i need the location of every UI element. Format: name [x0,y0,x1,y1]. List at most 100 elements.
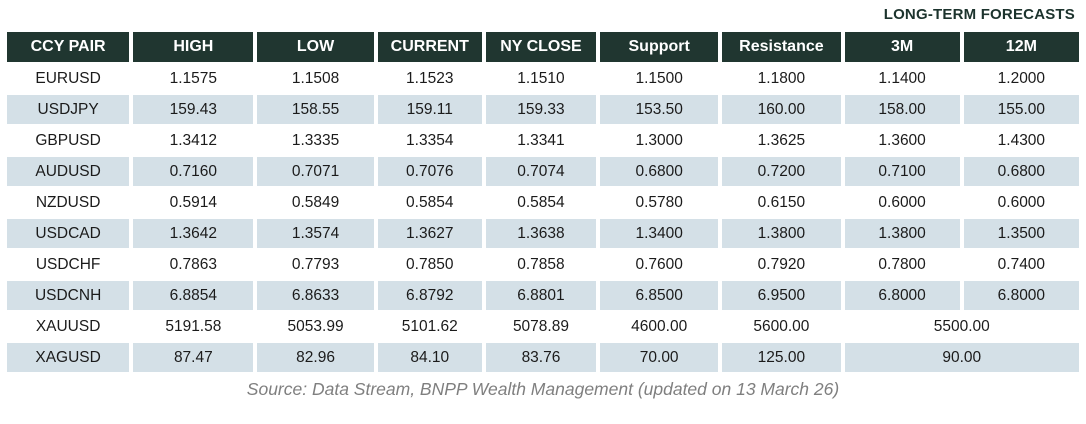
current-cell: 1.3354 [377,126,482,155]
high-cell: 6.8854 [133,281,254,310]
col-header-high: HIGH [133,32,254,62]
high-cell: 159.43 [133,95,254,124]
col-header-current: CURRENT [377,32,482,62]
pair-cell: XAUUSD [7,312,130,341]
resistance-cell: 5600.00 [722,312,841,341]
table-row: GBPUSD 1.3412 1.3335 1.3354 1.3341 1.3000 1.36… [7,126,1079,155]
support-cell: 70.00 [600,343,719,372]
low-cell: 0.5849 [257,188,374,217]
ny-close-cell: 159.33 [485,95,597,124]
low-cell: 0.7071 [257,157,374,186]
high-cell: 0.5914 [133,188,254,217]
ny-close-cell: 0.5854 [485,188,597,217]
forecast-12m-cell: 155.00 [963,95,1079,124]
ny-close-cell: 1.3638 [485,219,597,248]
table-row: USDCAD 1.3642 1.3574 1.3627 1.3638 1.3400 1.38… [7,219,1079,248]
pair-cell: EURUSD [7,64,130,93]
forecast-merged-cell: 5500.00 [844,312,1079,341]
forecast-12m-cell: 0.6000 [963,188,1079,217]
resistance-cell: 0.7200 [722,157,841,186]
resistance-cell: 160.00 [722,95,841,124]
low-cell: 1.3574 [257,219,374,248]
current-cell: 0.7076 [377,157,482,186]
table-row: USDCHF 0.7863 0.7793 0.7850 0.7858 0.7600 0.79… [7,250,1079,279]
current-cell: 1.1523 [377,64,482,93]
col-header-ny-close: NY CLOSE [485,32,597,62]
forecast-12m-cell: 0.7400 [963,250,1079,279]
support-cell: 6.8500 [600,281,719,310]
col-header-ccy-pair: CCY PAIR [7,32,130,62]
pair-cell: USDCAD [7,219,130,248]
pair-cell: USDCNH [7,281,130,310]
forecast-merged-cell: 90.00 [844,343,1079,372]
support-cell: 1.3000 [600,126,719,155]
ny-close-cell: 0.7074 [485,157,597,186]
low-cell: 158.55 [257,95,374,124]
forecast-3m-cell: 0.7100 [844,157,960,186]
high-cell: 1.3642 [133,219,254,248]
resistance-cell: 125.00 [722,343,841,372]
header-row: CCY PAIR HIGH LOW CURRENT NY CLOSE Suppo… [7,32,1079,62]
current-cell: 84.10 [377,343,482,372]
forecast-3m-cell: 1.3600 [844,126,960,155]
low-cell: 6.8633 [257,281,374,310]
current-cell: 6.8792 [377,281,482,310]
ny-close-cell: 5078.89 [485,312,597,341]
fx-table-body: EURUSD 1.1575 1.1508 1.1523 1.1510 1.1500 1.18… [7,64,1079,372]
low-cell: 1.1508 [257,64,374,93]
pair-cell: GBPUSD [7,126,130,155]
resistance-cell: 1.3625 [722,126,841,155]
support-cell: 0.7600 [600,250,719,279]
support-cell: 153.50 [600,95,719,124]
forecast-3m-cell: 0.6000 [844,188,960,217]
support-cell: 1.1500 [600,64,719,93]
forecast-12m-cell: 1.4300 [963,126,1079,155]
table-row: NZDUSD 0.5914 0.5849 0.5854 0.5854 0.5780 0.61… [7,188,1079,217]
long-term-forecasts-label: LONG-TERM FORECASTS [883,6,1075,23]
high-cell: 0.7160 [133,157,254,186]
forecast-12m-cell: 6.8000 [963,281,1079,310]
pair-cell: USDJPY [7,95,130,124]
resistance-cell: 1.1800 [722,64,841,93]
resistance-cell: 6.9500 [722,281,841,310]
low-cell: 1.3335 [257,126,374,155]
pair-cell: AUDUSD [7,157,130,186]
col-header-3m: 3M [844,32,960,62]
table-row: XAUUSD 5191.58 5053.99 5101.62 5078.89 4600.0… [7,312,1079,341]
ny-close-cell: 0.7858 [485,250,597,279]
col-header-resistance: Resistance [722,32,841,62]
col-header-low: LOW [257,32,374,62]
support-cell: 4600.00 [600,312,719,341]
high-cell: 1.3412 [133,126,254,155]
forecast-3m-cell: 1.1400 [844,64,960,93]
pair-cell: XAGUSD [7,343,130,372]
table-row: USDJPY 159.43 158.55 159.11 159.33 153.50 160.… [7,95,1079,124]
forecast-3m-cell: 6.8000 [844,281,960,310]
low-cell: 5053.99 [257,312,374,341]
forecast-3m-cell: 158.00 [844,95,960,124]
forecast-3m-cell: 1.3800 [844,219,960,248]
col-header-support: Support [600,32,719,62]
forecast-12m-cell: 0.6800 [963,157,1079,186]
ny-close-cell: 1.3341 [485,126,597,155]
table-row: EURUSD 1.1575 1.1508 1.1523 1.1510 1.1500 1.18… [7,64,1079,93]
fx-forecast-page: LONG-TERM FORECASTS CCY PAIR HIGH LOW CU… [3,6,1083,399]
table-row: USDCNH 6.8854 6.8633 6.8792 6.8801 6.8500 6.95… [7,281,1079,310]
table-row: AUDUSD 0.7160 0.7071 0.7076 0.7074 0.6800 0.72… [7,157,1079,186]
current-cell: 1.3627 [377,219,482,248]
forecast-12m-cell: 1.2000 [963,64,1079,93]
pair-cell: NZDUSD [7,188,130,217]
ny-close-cell: 1.1510 [485,64,597,93]
support-cell: 0.5780 [600,188,719,217]
forecast-12m-cell: 1.3500 [963,219,1079,248]
high-cell: 0.7863 [133,250,254,279]
current-cell: 0.5854 [377,188,482,217]
current-cell: 5101.62 [377,312,482,341]
fx-forecast-table: CCY PAIR HIGH LOW CURRENT NY CLOSE Suppo… [3,30,1083,374]
support-cell: 0.6800 [600,157,719,186]
table-row: XAGUSD 87.47 82.96 84.10 83.76 70.00 125.00 90.… [7,343,1079,372]
low-cell: 82.96 [257,343,374,372]
high-cell: 87.47 [133,343,254,372]
current-cell: 159.11 [377,95,482,124]
high-cell: 1.1575 [133,64,254,93]
